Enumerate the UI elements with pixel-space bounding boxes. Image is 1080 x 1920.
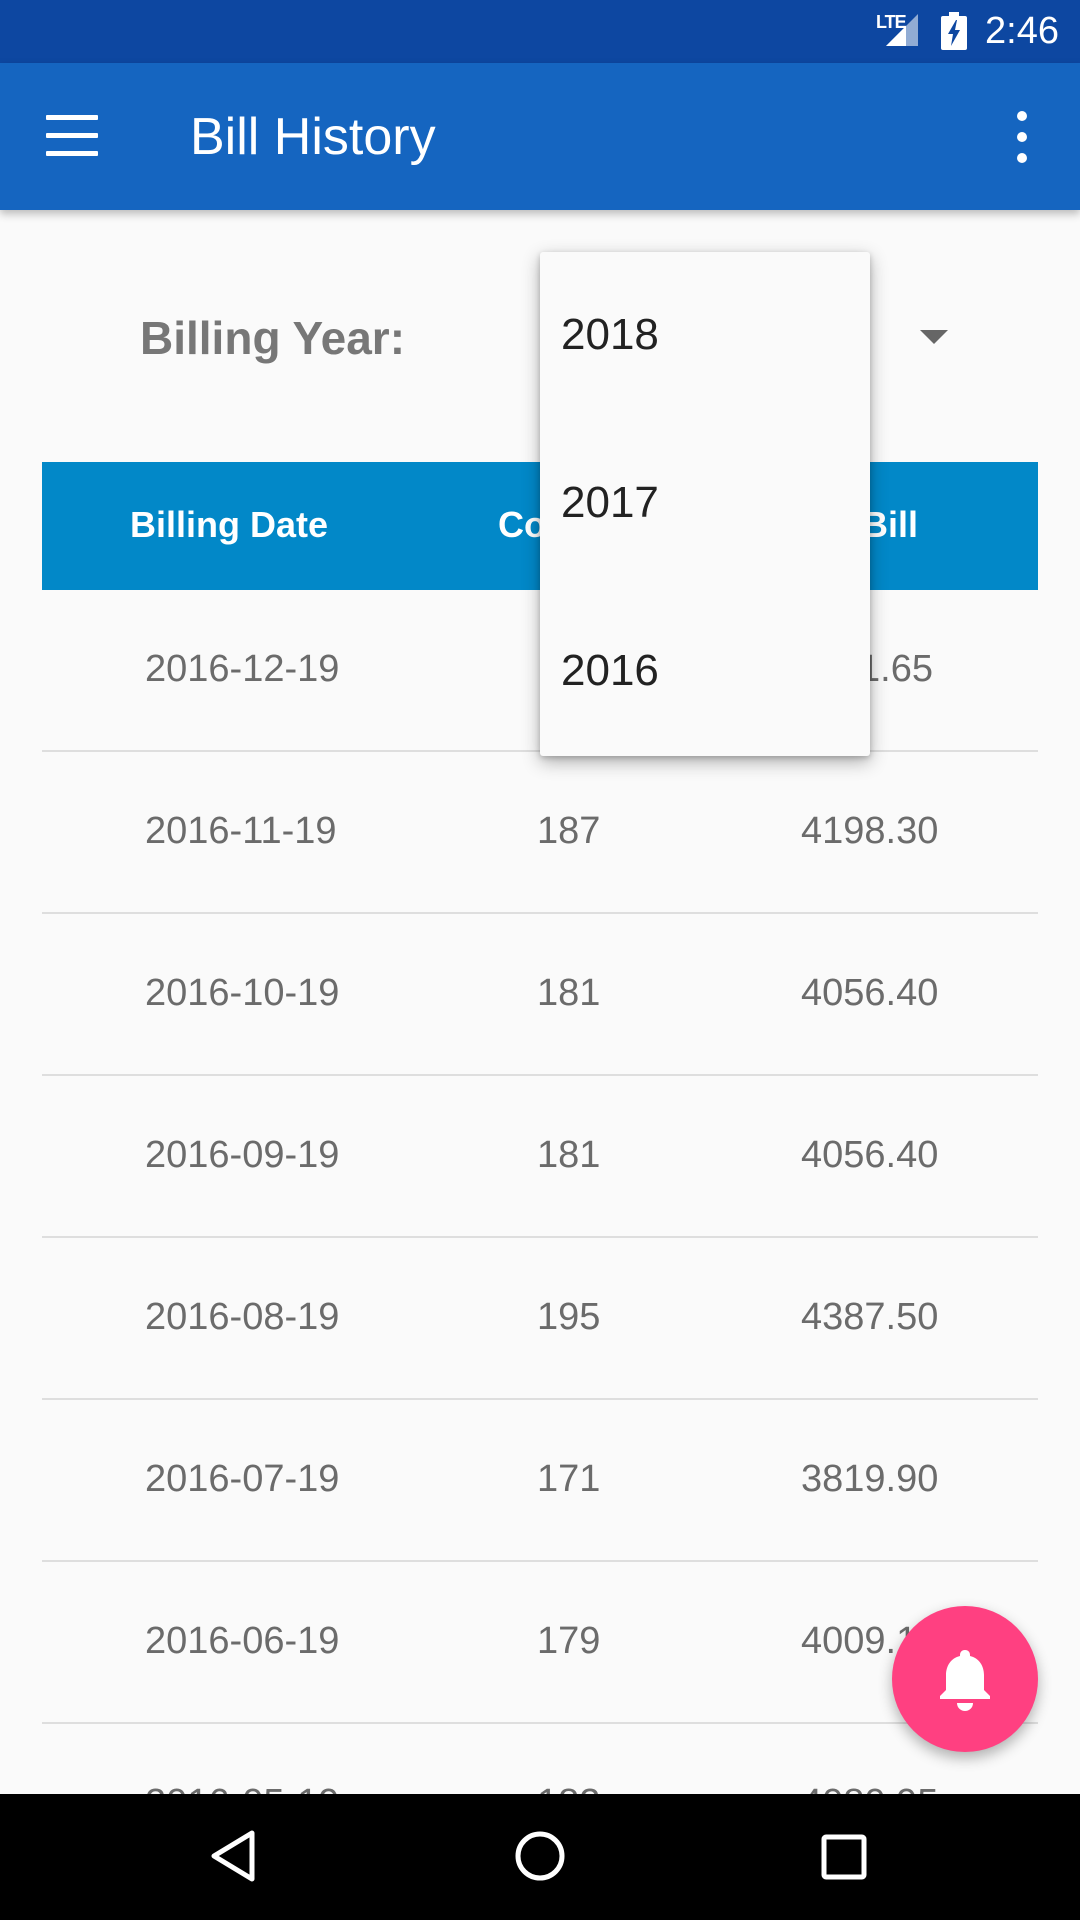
recent-apps-icon[interactable] (821, 1834, 867, 1880)
dropdown-arrow-icon[interactable] (920, 330, 948, 344)
notifications-fab[interactable] (892, 1606, 1038, 1752)
system-navigation-bar (0, 1794, 1080, 1920)
billing-year-label: Billing Year: (140, 312, 406, 364)
cell-consumption: 181 (537, 1134, 601, 1176)
cell-bill: 4198.30 (801, 810, 939, 852)
cell-consumption: 171 (537, 1458, 601, 1500)
battery-charging-icon (941, 12, 967, 50)
table-row[interactable]: 2016-07-19 171 3819.90 (42, 1400, 1038, 1562)
cell-bill: 4056.40 (801, 972, 939, 1014)
cell-consumption: 187 (537, 810, 601, 852)
app-bar: Bill History (0, 63, 1080, 210)
cell-consumption: 179 (537, 1620, 601, 1662)
cell-billing-date: 2016-12-19 (145, 648, 340, 690)
cell-billing-date: 2016-11-19 (145, 810, 337, 852)
cell-bill: 4056.40 (801, 1134, 939, 1176)
page-title: Bill History (190, 108, 436, 166)
cell-consumption: 181 (537, 972, 601, 1014)
status-bar: LTE 2:46 (0, 0, 1080, 63)
bill-history-table: 2016-12-19 1.65 2016-11-19 187 4198.30 2… (42, 590, 1038, 1886)
table-row[interactable]: 2016-11-19 187 4198.30 (42, 752, 1038, 914)
hamburger-menu-icon[interactable] (46, 115, 98, 157)
table-row[interactable]: 2016-08-19 195 4387.50 (42, 1238, 1038, 1400)
back-icon[interactable] (210, 1830, 256, 1882)
network-type-label: LTE (876, 12, 907, 32)
dropdown-option-2016[interactable]: 2016 (540, 588, 870, 756)
billing-year-dropdown: 2018 2017 2016 (540, 252, 870, 756)
column-header-consumption: Co (498, 504, 546, 545)
cell-bill: 3819.90 (801, 1458, 939, 1500)
dropdown-option-2017[interactable]: 2017 (540, 420, 870, 588)
dropdown-option-2018[interactable]: 2018 (540, 252, 870, 420)
table-row[interactable]: 2016-10-19 181 4056.40 (42, 914, 1038, 1076)
table-row[interactable]: 2016-09-19 181 4056.40 (42, 1076, 1038, 1238)
bell-icon (940, 1650, 990, 1711)
cell-bill: 1.65 (859, 648, 933, 690)
cell-consumption: 195 (537, 1296, 601, 1338)
column-header-billing-date: Billing Date (130, 504, 329, 545)
home-icon[interactable] (513, 1829, 567, 1883)
cell-billing-date: 2016-06-19 (145, 1620, 340, 1662)
cell-bill: 4387.50 (801, 1296, 939, 1338)
dropdown-option-label: 2018 (561, 310, 659, 359)
cell-billing-date: 2016-09-19 (145, 1134, 340, 1176)
table-row[interactable]: 2016-12-19 1.65 (42, 590, 1038, 752)
signal-icon (886, 14, 918, 46)
dropdown-option-label: 2016 (561, 646, 659, 695)
cell-billing-date: 2016-08-19 (145, 1296, 340, 1338)
cell-billing-date: 2016-07-19 (145, 1458, 340, 1500)
more-vert-icon[interactable] (1000, 111, 1044, 165)
clock-time: 2:46 (985, 10, 1059, 52)
dropdown-option-label: 2017 (561, 478, 659, 527)
cell-billing-date: 2016-10-19 (145, 972, 340, 1014)
column-header-bill: Bill (862, 504, 919, 545)
table-row[interactable]: 2016-06-19 179 4009.1 (42, 1562, 1038, 1724)
